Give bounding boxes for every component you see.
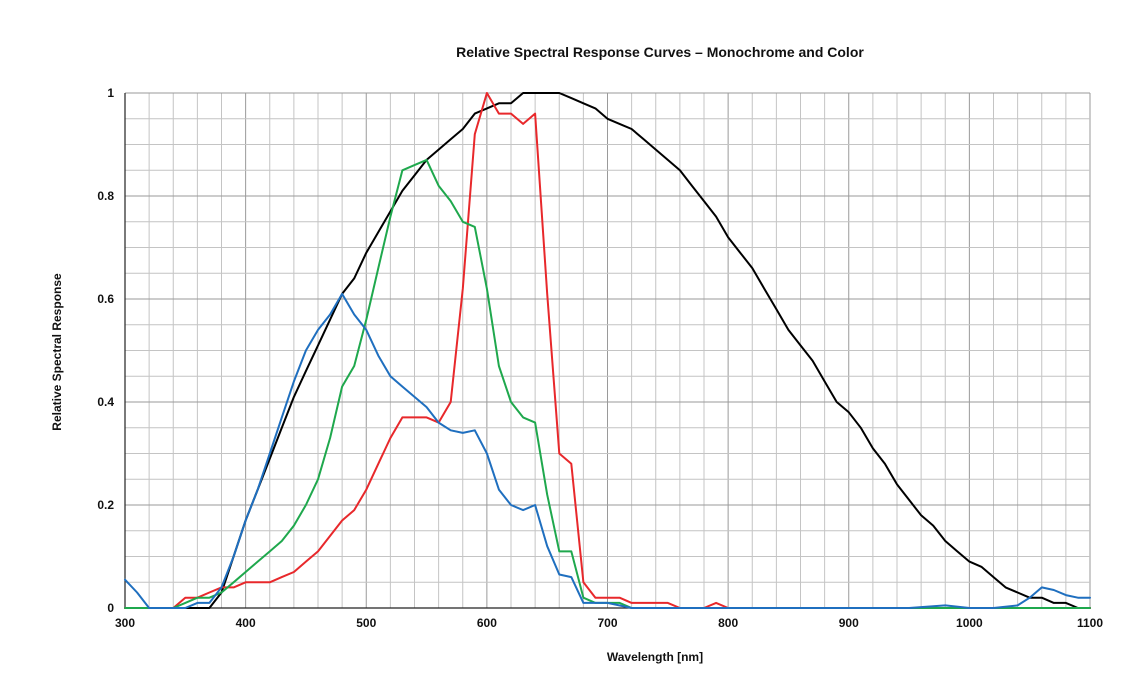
y-tick-label: 0.2 <box>97 498 114 512</box>
x-tick-label: 500 <box>356 616 376 630</box>
x-tick-label: 1100 <box>1077 616 1103 630</box>
x-tick-label: 1000 <box>956 616 983 630</box>
y-tick-label: 0.6 <box>97 292 114 306</box>
tick-labels: 300 400 500 600 700 800 900 1000 1100 0 0.2 0.4 0.6 0… <box>97 86 1103 630</box>
grid-layer <box>124 92 1091 609</box>
x-tick-label: 800 <box>718 616 738 630</box>
chart-title: Relative Spectral Response Curves – Mono… <box>456 44 864 60</box>
y-tick-label: 0 <box>107 601 114 615</box>
y-tick-label: 0.4 <box>97 395 114 409</box>
x-tick-label: 600 <box>477 616 497 630</box>
y-axis-label: Relative Spectral Response <box>50 273 64 431</box>
x-axis-label: Wavelength [nm] <box>606 650 704 664</box>
y-tick-label: 0.8 <box>97 189 114 203</box>
x-tick-label: 300 <box>115 616 135 630</box>
x-tick-label: 900 <box>839 616 859 630</box>
series-layer <box>124 92 1091 609</box>
series-line-blue <box>124 292 1091 609</box>
y-tick-label: 1 <box>107 86 114 100</box>
x-tick-label: 400 <box>236 616 256 630</box>
series-line-monochrome <box>124 92 1091 609</box>
x-tick-label: 700 <box>597 616 617 630</box>
